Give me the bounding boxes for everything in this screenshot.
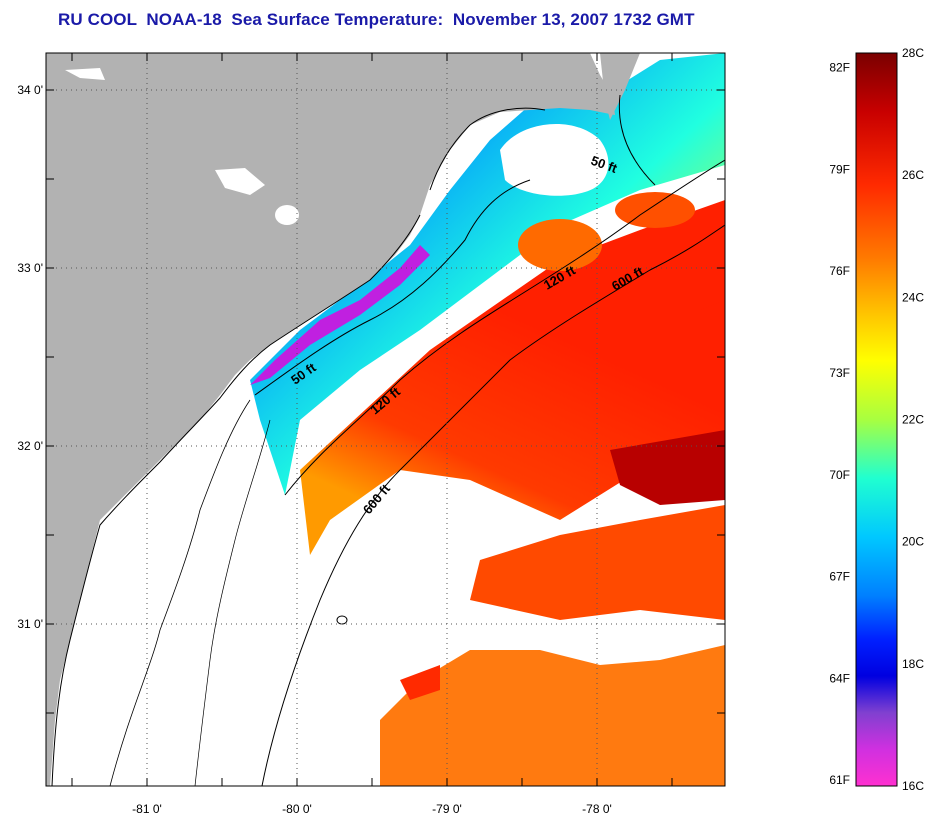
- lon-tick-label: -81 0': [132, 802, 162, 816]
- lat-tick-label: 33 0': [17, 261, 43, 275]
- barrier-island: [600, 53, 640, 120]
- sst-south-patch-2: [380, 645, 725, 786]
- inland-lake: [215, 168, 265, 195]
- colorbar-f-label: 76F: [829, 264, 850, 278]
- colorbar-f-label: 67F: [829, 570, 850, 584]
- lon-tick-label: -80 0': [282, 802, 312, 816]
- sst-south-patch-1: [470, 505, 725, 620]
- sst-warm-patch: [615, 192, 695, 228]
- coastline-inner: [109, 399, 251, 786]
- lat-tick-label: 34 0': [17, 83, 43, 97]
- colorbar-c-label: 18C: [902, 657, 924, 671]
- isobath-600ft: [261, 224, 725, 786]
- sst-warm-eddy: [518, 219, 602, 271]
- colorbar-c-label: 24C: [902, 290, 924, 304]
- colorbar-f-label: 70F: [829, 468, 850, 482]
- coastline-inner-2: [194, 419, 271, 786]
- colorbar-frame: [855, 52, 898, 787]
- sst-nearshore-cold: [250, 245, 430, 385]
- colorbar-c-label: 28C: [902, 46, 924, 60]
- colorbar-c-label: 22C: [902, 413, 924, 427]
- inland-lake: [65, 68, 105, 80]
- colorbar-labels: 82F 79F 76F 73F 70F 67F 64F 61F 28C 26C 24C 22C 20C 1…: [829, 46, 924, 793]
- colorbar-f-label: 61F: [829, 773, 850, 787]
- colorbar-f-label: 82F: [829, 61, 850, 75]
- colorbar-f-label: 79F: [829, 162, 850, 176]
- sst-dark-patch: [610, 430, 725, 505]
- sst-east-patch: [700, 300, 725, 380]
- gridlines: [46, 53, 725, 786]
- coastline: [51, 107, 546, 786]
- lat-tick-label: 31 0': [17, 617, 43, 631]
- colorbar-c-label: 20C: [902, 535, 924, 549]
- colorbar-c-label: 26C: [902, 168, 924, 182]
- sst-south-patch-3: [400, 665, 440, 700]
- lon-tick-label: -78 0': [582, 802, 612, 816]
- inland-lake: [275, 205, 299, 225]
- lat-tick-label: 32 0': [17, 439, 43, 453]
- colorbar-c-label: 16C: [902, 779, 924, 793]
- isobath-120ft: [284, 159, 725, 496]
- land-mass: [46, 53, 615, 786]
- map-frame: [45, 52, 726, 787]
- colorbar-f-label: 64F: [829, 671, 850, 685]
- isobath-50ft: [254, 94, 656, 396]
- colorbar-f-label: 73F: [829, 366, 850, 380]
- map-minor-ticks: [46, 53, 725, 786]
- colorbar: [856, 53, 897, 786]
- map-title: RU COOL NOAA-18 Sea Surface Temperature:…: [58, 10, 695, 29]
- axis-labels: 34 0' 33 0' 32 0' 31 0' -81 0' -80 0' -79 0' -7…: [17, 83, 611, 816]
- lon-tick-label: -79 0': [432, 802, 462, 816]
- cloud-shelf: [500, 123, 609, 196]
- map-area: [46, 53, 725, 786]
